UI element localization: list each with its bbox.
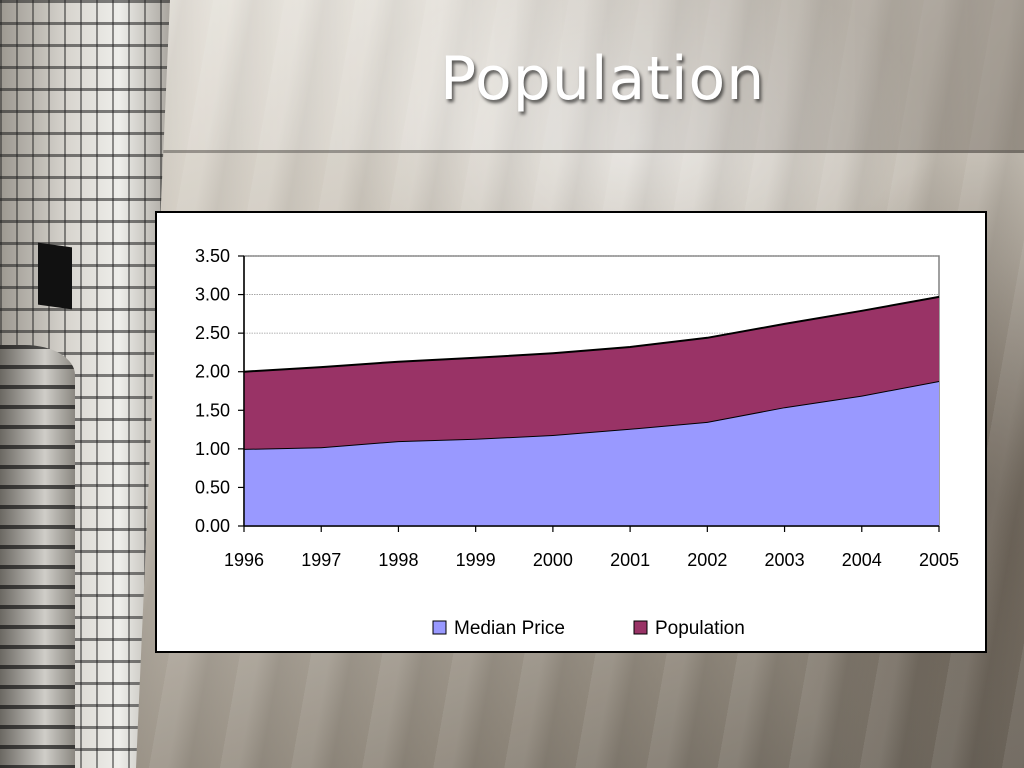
x-axis: 1996 1997 1998 1999 2000 2001 2002 2003 2004 2005 — [224, 525, 959, 570]
x-tick-label: 2001 — [610, 550, 650, 570]
x-tick-label: 2003 — [765, 550, 805, 570]
slide-title: Population — [440, 44, 766, 114]
y-tick-label: 0.00 — [195, 516, 230, 536]
area-edge-population — [243, 295, 940, 373]
x-tick-label: 2005 — [919, 550, 959, 570]
area-median-price — [244, 381, 939, 526]
y-tick-label: 3.50 — [195, 246, 230, 266]
x-tick-label: 2002 — [687, 550, 727, 570]
x-tick-label: 1999 — [456, 550, 496, 570]
y-tick-label: 1.50 — [195, 400, 230, 420]
legend-swatch — [432, 620, 447, 635]
legend-label: Median Price — [454, 618, 565, 639]
y-tick-label: 2.00 — [195, 362, 230, 382]
area-series — [243, 295, 940, 526]
y-axis: 0.00 0.50 1.00 1.50 2.00 2.50 3.00 3.50 — [195, 246, 245, 536]
area-chart: 0.000.501.001.502.002.503.003.50 1996 199… — [195, 246, 959, 639]
x-tick-label: 1997 — [301, 550, 341, 570]
chart-panel: 0.00 0.50 1.00 1.50 2.00 2.50 3.00 3.50 1996 199… — [155, 211, 987, 653]
x-tick-label: 2000 — [533, 550, 573, 570]
legend: Median Price Population — [432, 618, 745, 639]
building-window-shadow — [38, 242, 72, 310]
area-population — [244, 296, 939, 449]
x-tick-label: 1996 — [224, 550, 264, 570]
y-tick-label: 1.00 — [195, 439, 230, 459]
building-tower — [0, 345, 75, 768]
legend-swatch — [633, 620, 648, 635]
y-tick-label: 3.00 — [195, 285, 230, 305]
y-tick-label: 0.50 — [195, 477, 230, 497]
x-tick-label: 1998 — [378, 550, 418, 570]
y-tick-label: 2.50 — [195, 323, 230, 343]
legend-label: Population — [655, 618, 745, 639]
title-band — [0, 0, 1024, 153]
x-tick-label: 2004 — [842, 550, 882, 570]
